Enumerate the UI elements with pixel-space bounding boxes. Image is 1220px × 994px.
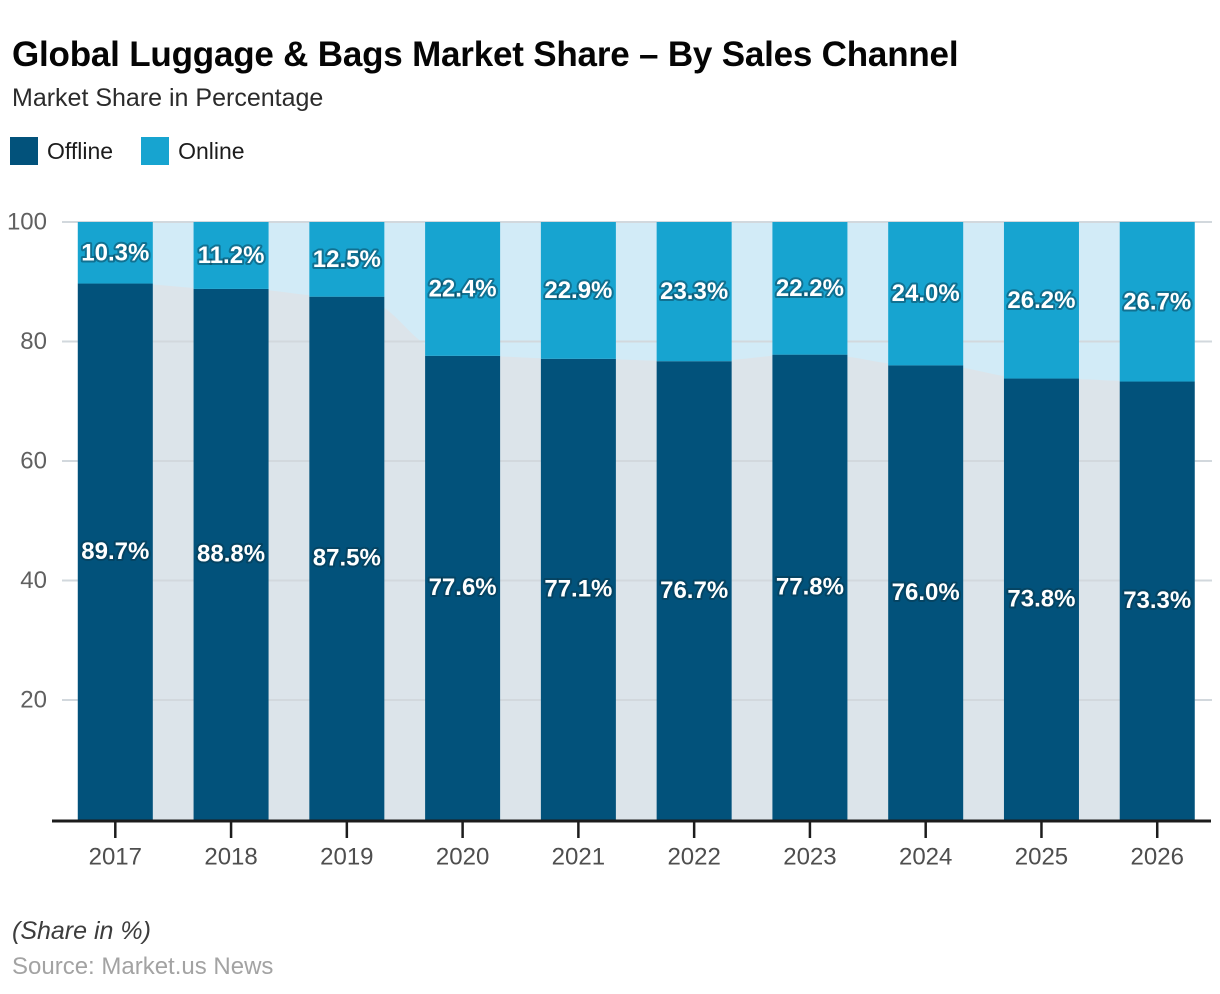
- offline-value-label-2019: 87.5%: [313, 545, 381, 572]
- online-value-label-2019: 12.5%: [313, 246, 381, 273]
- x-tick-label-2021: 2021: [552, 844, 605, 871]
- online-value-label-2017: 10.3%: [81, 239, 149, 266]
- bar-offline-2024: [888, 365, 964, 820]
- bar-offline-2023: [772, 354, 848, 820]
- x-tick-label-2018: 2018: [204, 844, 257, 871]
- bar-offline-2020: [425, 355, 501, 820]
- y-tick-label-40: 40: [20, 567, 47, 594]
- bar-offline-2018: [193, 288, 269, 820]
- chart-legend: Offline Online: [10, 137, 245, 165]
- legend-label-offline: Offline: [47, 137, 114, 164]
- x-tick-label-2023: 2023: [783, 844, 836, 871]
- online-value-label-2018: 11.2%: [198, 242, 265, 269]
- bar-offline-2021: [540, 358, 616, 820]
- chart-subtitle: Market Share in Percentage: [12, 84, 324, 112]
- bar-online-2018: [193, 222, 269, 289]
- bar-offline-2019: [309, 296, 385, 820]
- offline-value-label-2017: 89.7%: [81, 538, 149, 565]
- offline-value-label-2018: 88.8%: [197, 541, 265, 568]
- offline-value-label-2020: 77.6%: [429, 574, 497, 601]
- x-tick-label-2019: 2019: [320, 844, 373, 871]
- online-value-label-2020: 22.4%: [429, 275, 497, 302]
- x-tick-label-2017: 2017: [89, 844, 142, 871]
- bar-online-2021: [540, 222, 616, 359]
- legend-item-offline: Offline: [10, 137, 113, 165]
- online-swatch-icon: [141, 137, 170, 165]
- offline-swatch-icon: [10, 137, 38, 165]
- bar-online-2022: [656, 222, 732, 362]
- x-tick-label-2026: 2026: [1131, 844, 1184, 871]
- bar-online-2019: [309, 222, 385, 297]
- offline-value-label-2025: 73.8%: [1007, 586, 1075, 613]
- bar-offline-2017: [77, 283, 153, 820]
- online-value-label-2026: 26.7%: [1123, 288, 1191, 315]
- offline-value-label-2021: 77.1%: [544, 576, 612, 603]
- y-tick-label-100: 100: [7, 209, 47, 236]
- online-value-label-2023: 22.2%: [776, 275, 844, 302]
- x-tick-label-2024: 2024: [899, 844, 952, 871]
- offline-value-label-2023: 77.8%: [776, 574, 844, 601]
- y-tick-label-60: 60: [20, 448, 47, 475]
- bar-offline-2026: [1119, 381, 1195, 820]
- stacked-bar-chart: 20 40 60 80 100 89.7% 10.3% 88.8% 11.2% 87.5% 12.5…: [7, 209, 1212, 871]
- offline-value-label-2026: 73.3%: [1123, 587, 1191, 614]
- x-tick-label-2025: 2025: [1015, 844, 1068, 871]
- bar-online-2024: [888, 222, 964, 366]
- bar-online-2020: [425, 222, 501, 356]
- offline-value-label-2022: 76.7%: [660, 577, 728, 604]
- online-value-label-2025: 26.2%: [1007, 287, 1075, 314]
- online-value-label-2024: 24.0%: [892, 280, 960, 307]
- bar-online-2023: [772, 222, 848, 355]
- y-tick-label-80: 80: [20, 328, 47, 355]
- y-tick-label-20: 20: [20, 687, 47, 714]
- bar-offline-2025: [1003, 378, 1079, 820]
- bar-online-2025: [1003, 222, 1079, 379]
- chart-area: 20 40 60 80 100 89.7% 10.3% 88.8% 11.2% 87.5% 12.5…: [0, 188, 1220, 880]
- x-tick-label-2022: 2022: [667, 844, 720, 871]
- bar-online-2017: [77, 222, 153, 284]
- source-credit: Source: Market.us News: [12, 953, 274, 980]
- bar-online-2026: [1119, 222, 1195, 382]
- bar-offline-2022: [656, 361, 732, 820]
- online-value-label-2021: 22.9%: [544, 277, 612, 304]
- page-title: Global Luggage & Bags Market Share – By …: [12, 35, 959, 75]
- offline-value-label-2024: 76.0%: [892, 579, 960, 606]
- legend-label-online: Online: [178, 137, 245, 164]
- share-note: (Share in %): [12, 917, 151, 945]
- x-tick-label-2020: 2020: [436, 844, 489, 871]
- online-value-label-2022: 23.3%: [660, 278, 728, 305]
- legend-item-online: Online: [141, 137, 245, 165]
